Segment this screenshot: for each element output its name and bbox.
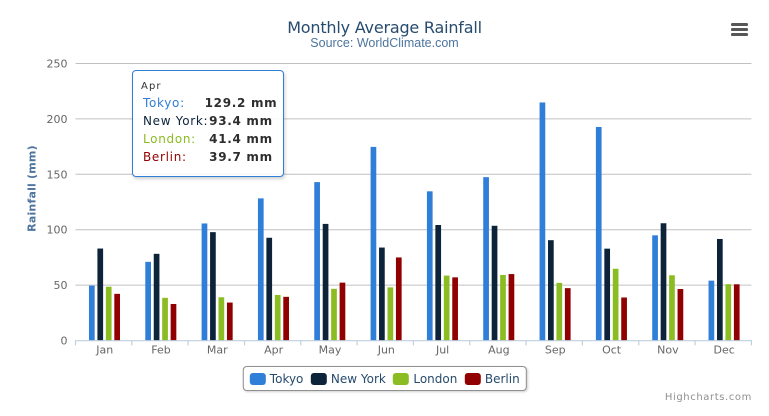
x-axis-label-apr: Apr bbox=[264, 344, 284, 357]
legend-item-tokyo[interactable]: Tokyo bbox=[249, 372, 303, 386]
legend-symbol-icon bbox=[464, 372, 481, 385]
context-menu-button[interactable] bbox=[729, 20, 750, 39]
x-axis-label-jul: Jul bbox=[435, 344, 449, 357]
bar-tokyo-jun[interactable] bbox=[370, 146, 377, 341]
x-axis-label-nov: Nov bbox=[657, 344, 679, 357]
bar-new-york-nov[interactable] bbox=[660, 223, 667, 341]
bar-london-oct[interactable] bbox=[612, 268, 619, 341]
legend-symbol-icon bbox=[249, 372, 266, 385]
legend-item-new-york[interactable]: New York bbox=[310, 371, 386, 386]
y-axis-label-250: 250 bbox=[47, 58, 68, 71]
x-axis-label-may: May bbox=[319, 344, 342, 357]
bar-tokyo-jul[interactable] bbox=[426, 191, 433, 341]
x-axis-label-feb: Feb bbox=[151, 344, 170, 357]
bar-berlin-feb[interactable] bbox=[170, 303, 177, 341]
bar-tokyo-aug[interactable] bbox=[483, 177, 489, 341]
bar-berlin-jun[interactable] bbox=[395, 257, 402, 341]
y-axis-title: Rainfall (mm) bbox=[26, 145, 39, 232]
legend: Tokyo New York London Berlin bbox=[242, 366, 527, 391]
bar-london-mar[interactable] bbox=[218, 297, 225, 341]
bar-new-york-jun[interactable] bbox=[379, 247, 385, 341]
x-axis-label-jun: Jun bbox=[377, 344, 395, 357]
bar-new-york-aug[interactable] bbox=[491, 225, 498, 341]
bar-new-york-jan[interactable] bbox=[97, 248, 104, 341]
bar-tokyo-mar[interactable] bbox=[201, 223, 208, 341]
legend-label: London bbox=[413, 371, 458, 386]
bar-new-york-oct[interactable] bbox=[604, 248, 611, 341]
x-axis-label-oct: Oct bbox=[602, 344, 622, 357]
bar-tokyo-nov[interactable] bbox=[652, 235, 658, 341]
bar-berlin-apr[interactable] bbox=[283, 296, 289, 341]
legend-item-berlin[interactable]: Berlin bbox=[464, 371, 520, 386]
bar-london-jun[interactable] bbox=[387, 287, 394, 341]
chart-subtitle: Source: WorldClimate.com bbox=[310, 36, 459, 50]
bar-berlin-oct[interactable] bbox=[621, 297, 627, 341]
legend-item-london[interactable]: London bbox=[392, 371, 458, 386]
bar-new-york-mar[interactable] bbox=[210, 232, 216, 341]
bar-tokyo-sep[interactable] bbox=[539, 102, 546, 341]
y-axis-label-100: 100 bbox=[47, 224, 68, 237]
bar-tokyo-apr[interactable] bbox=[257, 198, 264, 341]
credits-link[interactable]: Highcharts.com bbox=[664, 392, 752, 403]
legend-symbol-icon bbox=[392, 372, 409, 385]
bar-tokyo-feb[interactable] bbox=[145, 261, 151, 341]
y-axis-label-0: 0 bbox=[61, 335, 68, 348]
bar-berlin-jul[interactable] bbox=[452, 277, 458, 341]
bar-london-nov[interactable] bbox=[669, 275, 675, 341]
chart-title: Monthly Average Rainfall bbox=[287, 18, 482, 37]
bar-new-york-dec[interactable] bbox=[716, 238, 723, 341]
hamburger-icon bbox=[731, 23, 748, 26]
bar-berlin-sep[interactable] bbox=[564, 288, 571, 341]
x-axis-label-dec: Dec bbox=[714, 344, 735, 357]
legend-symbol-icon bbox=[310, 372, 327, 385]
hamburger-icon bbox=[731, 28, 748, 31]
bar-new-york-feb[interactable] bbox=[153, 253, 160, 341]
bar-london-aug[interactable] bbox=[500, 274, 506, 341]
bar-london-feb[interactable] bbox=[162, 297, 168, 341]
bar-tokyo-dec[interactable] bbox=[708, 280, 715, 341]
y-axis-label-50: 50 bbox=[54, 279, 68, 292]
bar-tokyo-jan[interactable] bbox=[88, 285, 95, 341]
y-axis-label-150: 150 bbox=[47, 168, 68, 181]
bar-london-jan[interactable] bbox=[105, 286, 112, 341]
bar-berlin-dec[interactable] bbox=[733, 284, 740, 341]
x-axis-label-jan: Jan bbox=[95, 344, 113, 357]
bar-new-york-jul[interactable] bbox=[435, 225, 442, 341]
legend-label: Tokyo bbox=[269, 371, 304, 386]
x-axis-label-aug: Aug bbox=[488, 344, 509, 357]
hamburger-icon bbox=[731, 33, 748, 37]
bar-new-york-apr[interactable] bbox=[266, 237, 273, 341]
y-axis-label-200: 200 bbox=[47, 113, 68, 126]
x-axis-label-mar: Mar bbox=[207, 344, 228, 357]
bar-london-may[interactable] bbox=[331, 288, 337, 341]
bar-london-apr[interactable] bbox=[274, 294, 281, 341]
bar-berlin-may[interactable] bbox=[339, 282, 346, 341]
bar-berlin-mar[interactable] bbox=[226, 302, 233, 341]
bar-tokyo-may[interactable] bbox=[314, 182, 320, 341]
bar-london-sep[interactable] bbox=[556, 282, 563, 341]
bar-tokyo-oct[interactable] bbox=[595, 126, 602, 341]
legend-label: Berlin bbox=[484, 371, 520, 386]
bar-london-dec[interactable] bbox=[725, 284, 732, 341]
bar-berlin-nov[interactable] bbox=[677, 289, 684, 341]
bar-london-jul[interactable] bbox=[443, 275, 450, 341]
bar-new-york-may[interactable] bbox=[322, 223, 329, 341]
x-axis-label-sep: Sep bbox=[545, 344, 566, 357]
bar-new-york-sep[interactable] bbox=[548, 240, 554, 341]
legend-label: New York bbox=[330, 371, 386, 386]
bar-berlin-aug[interactable] bbox=[508, 274, 515, 341]
bar-berlin-jan[interactable] bbox=[114, 293, 121, 341]
